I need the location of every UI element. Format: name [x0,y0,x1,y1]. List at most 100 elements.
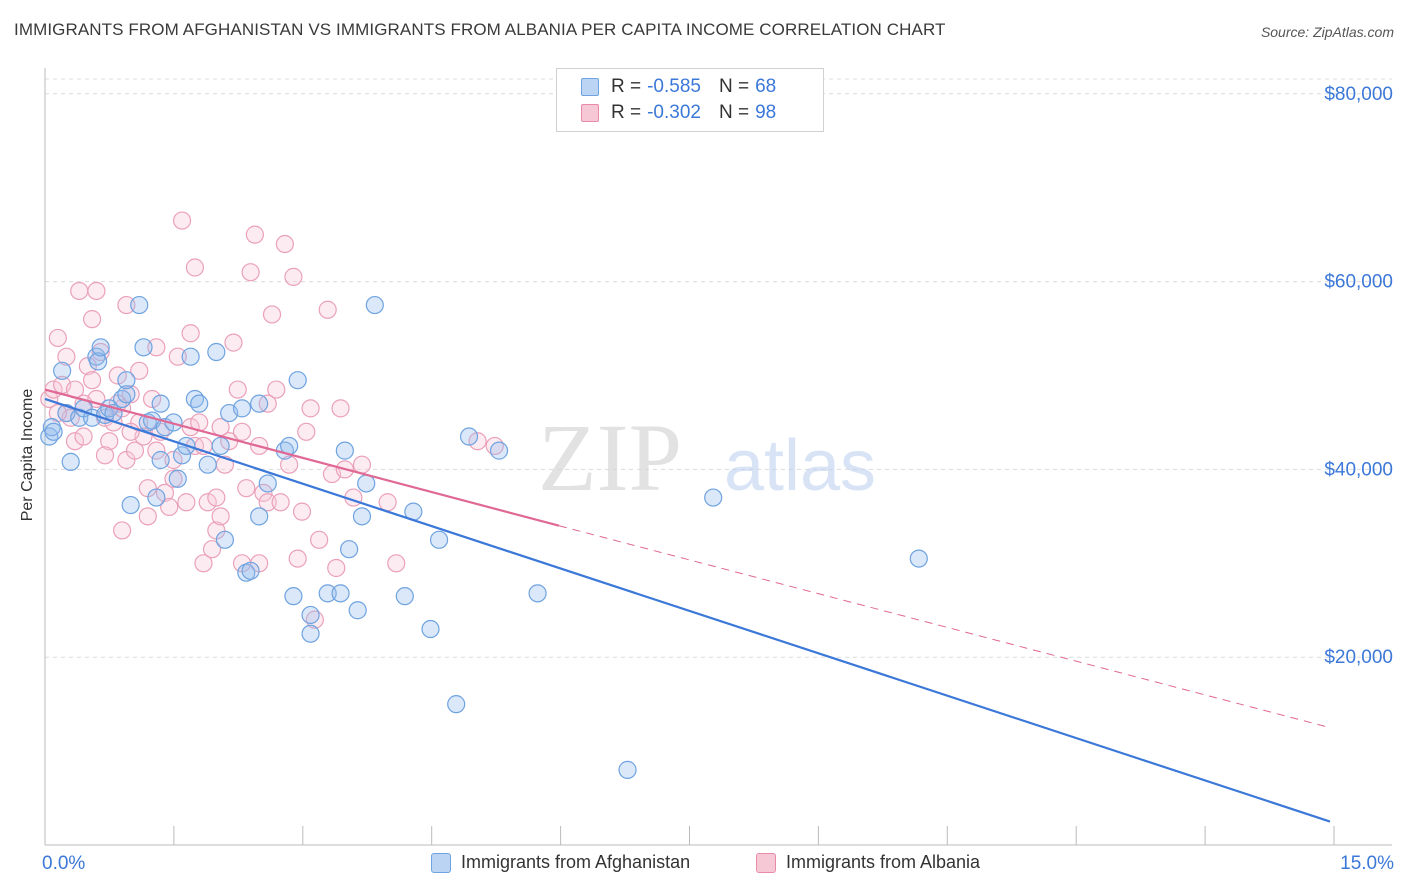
albania-point [194,554,213,573]
albania-point [172,211,192,230]
albania-point [468,432,487,451]
albania-point [262,305,282,324]
afghanistan-point [211,436,230,456]
albania-point [57,347,76,366]
afghanistan-point [53,361,72,380]
legend-n-label: N = [718,76,750,97]
afghanistan-point [121,495,140,515]
albania-point [100,432,119,451]
afghanistan-point [232,399,252,418]
bottom-legend-albania: Immigrants from Albania [756,852,980,873]
albania-point [232,422,252,441]
afghanistan-point [352,507,372,526]
afghanistan-point [301,605,320,625]
afghanistan-point [215,530,234,549]
legend-n-label: N = [718,102,750,123]
legend-row-afghanistan: R = -0.585 N = 68 [581,74,776,100]
albania-point [297,422,316,441]
watermark: ZIP atlas [538,404,876,511]
afghanistan-point [429,530,449,549]
trend-lines [44,388,1331,823]
watermark-atlas: atlas [724,426,876,506]
afghanistan-point [288,371,307,390]
y-tick-label: $40,000 [1324,459,1393,480]
albania-point [275,234,294,254]
trend-line-albania-extrapolated [558,525,1331,729]
albania-point [87,281,106,301]
albania-point [211,507,230,526]
albania-point [142,389,162,409]
series-afghanistan [40,295,928,779]
trend-line-afghanistan [44,397,1331,823]
afghanistan-point [447,695,466,714]
chart-title: IMMIGRANTS FROM AFGHANISTAN VS IMMIGRANT… [14,20,946,39]
afghanistan-point [168,469,187,488]
albania-point [65,432,85,451]
albania-point [108,366,127,385]
albania-point [267,380,286,399]
legend-n-value: 98 [755,102,777,123]
bottom-legend-label-albania: Immigrants from Albania [786,852,981,872]
bottom-legend-swatch-albania [756,852,776,873]
legend-r-value: -0.585 [647,76,701,97]
y-tick-label: $60,000 [1324,272,1393,293]
afghanistan-point [357,474,376,493]
albania-point [254,483,273,502]
afghanistan-point [489,441,509,460]
albania-point [310,530,329,549]
watermark-zip: ZIP [538,404,682,511]
bottom-legend-label-afghanistan: Immigrants from Afghanistan [461,852,691,872]
afghanistan-point [117,371,136,390]
trend-line-albania [44,388,560,527]
legend-swatch-afghanistan [581,78,599,96]
albania-point [327,558,346,578]
afghanistan-point [198,455,217,474]
albania-point [292,502,312,521]
legend-r-value: -0.302 [647,102,701,123]
albania-point [160,497,179,517]
albania-point [352,455,372,474]
afghanistan-point [331,584,350,603]
afghanistan-point [618,760,637,779]
albania-point [164,450,183,470]
afghanistan-point [91,338,110,357]
tick-labels: $20,000 $40,000 $60,000 $80,000 0.0% 15.0% [42,84,1394,874]
albania-point [112,521,132,540]
albania-point [318,300,337,319]
afghanistan-point [250,507,269,526]
y-axis-label: Per Capita Income [19,388,36,522]
afghanistan-point [151,450,170,470]
albania-point [177,493,196,512]
afghanistan-point [61,452,80,471]
afghanistan-point [190,394,209,413]
y-tick-label: $20,000 [1324,647,1393,668]
x-tick-label-right: 15.0% [1340,853,1394,874]
albania-point [331,399,350,418]
afghanistan-point [172,446,192,465]
afghanistan-point [207,342,226,362]
afghanistan-point [284,587,303,606]
afghanistan-point [340,540,359,559]
afghanistan-point [147,488,166,507]
albania-point [280,455,299,474]
albania-point [237,479,256,498]
afghanistan-point [181,347,200,366]
albania-point [168,347,187,366]
albania-point [258,493,277,512]
albania-point [288,549,307,568]
bottom-legend-swatch-afghanistan [431,852,451,873]
legend-n-value: 68 [755,76,777,97]
albania-point [155,483,175,502]
afghanistan-point [130,295,149,315]
albania-point [207,488,226,507]
legend-r-label: R = [611,76,642,97]
afghanistan-point [250,394,269,413]
bottom-legend-afghanistan: Immigrants from Afghanistan [431,852,690,873]
albania-point [198,493,217,512]
afghanistan-point [151,394,170,413]
afghanistan-point [117,385,136,404]
afghanistan-point [241,561,260,580]
afghanistan-point [909,549,928,568]
albania-point [147,441,166,460]
